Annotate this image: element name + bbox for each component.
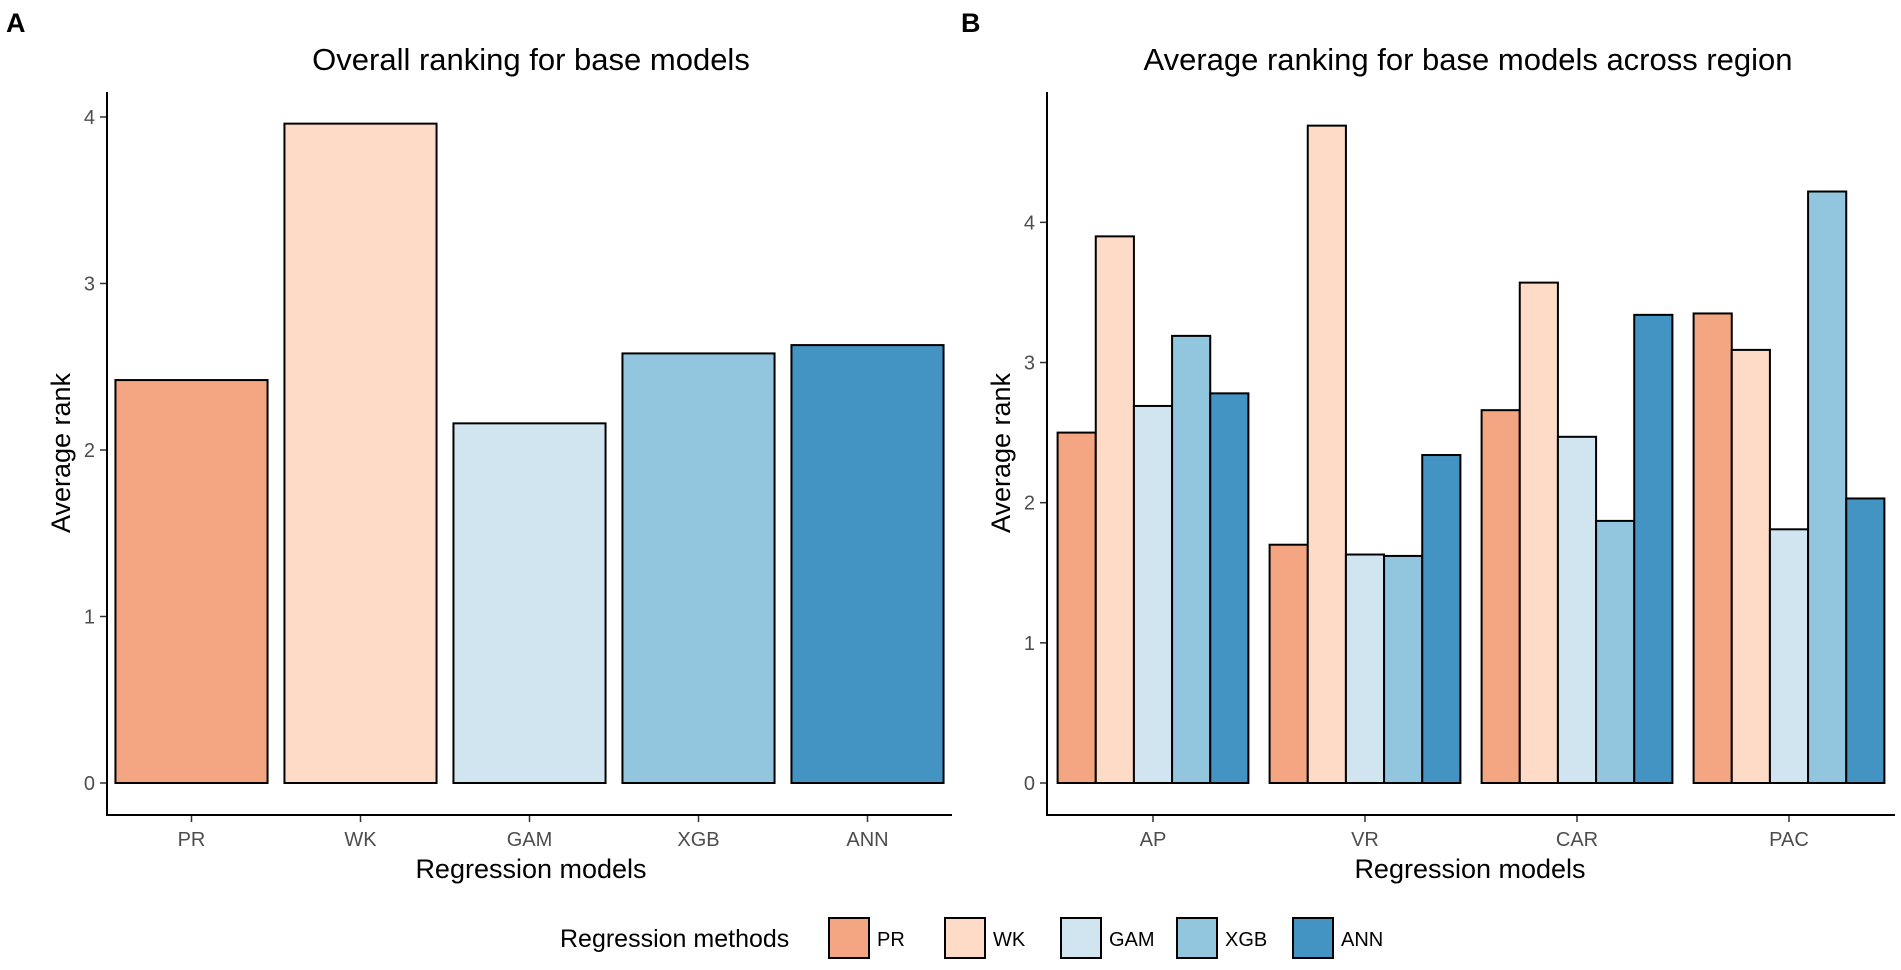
chart-b-x-tick-label: VR: [1351, 829, 1379, 851]
chart-a-y-ticks: 0 1 2 3 4: [84, 107, 107, 795]
bar-pac-ann: [1845, 497, 1886, 784]
legend-label-ann: ANN: [1341, 929, 1383, 951]
panel-b-letter: B: [961, 8, 981, 38]
chart-b-y-tick-label: 1: [1024, 633, 1035, 655]
bar-vr-pr: [1268, 543, 1309, 784]
chart-b-x-tick-label: PAC: [1769, 829, 1809, 851]
chart-b-y-tick-label: 0: [1024, 773, 1035, 795]
chart-a-bars: [114, 122, 945, 784]
chart-b-xlabel: Regression models: [1354, 854, 1585, 884]
bar-car-ann: [1633, 313, 1674, 784]
chart-a-x-tick-label: ANN: [846, 829, 888, 851]
legend-items: PR WK GAM XGB ANN: [828, 917, 1383, 959]
chart-b-x-tick-label: AP: [1140, 829, 1167, 851]
legend-swatch-ann: [1292, 917, 1334, 959]
legend-title: Regression methods: [560, 925, 789, 953]
chart-a-x-tick-label: GAM: [507, 829, 553, 851]
bar-ann: [790, 344, 945, 784]
bar-ap-gam: [1132, 404, 1174, 784]
chart-b-x-tick-label: CAR: [1556, 829, 1598, 851]
bar-car-gam: [1556, 435, 1598, 784]
bar-pr: [114, 379, 269, 784]
chart-b-y-ticks: 0 1 2 3 4: [1024, 212, 1047, 795]
legend-label-xgb: XGB: [1225, 929, 1267, 951]
bar-pac-xgb: [1807, 190, 1848, 785]
chart-a-x-tick-label: XGB: [677, 829, 719, 851]
bar-vr-xgb: [1383, 554, 1424, 785]
chart-b-x-ticks: AP VR CAR PAC: [1140, 815, 1809, 851]
bar-car-wk: [1518, 281, 1559, 784]
chart-a-x-tick-label: WK: [344, 829, 377, 851]
bar-gam: [452, 422, 607, 784]
bar-xgb: [621, 352, 776, 784]
legend-label-pr: PR: [877, 929, 905, 951]
chart-a-y-tick-label: 2: [84, 440, 95, 462]
panel-a-letter: A: [6, 8, 26, 38]
legend-swatch-gam: [1060, 917, 1102, 959]
bar-ap-wk: [1094, 235, 1135, 785]
chart-b-y-tick-label: 3: [1024, 353, 1035, 375]
legend-swatch-pr: [828, 917, 870, 959]
bar-ap-ann: [1209, 392, 1250, 784]
bar-car-pr: [1480, 409, 1521, 784]
bar-pac-wk: [1730, 348, 1771, 784]
chart-a-y-tick-label: 3: [84, 273, 95, 295]
bar-ap-pr: [1056, 431, 1097, 784]
panel-b: B Average ranking for base models across…: [961, 8, 1895, 884]
legend-label-wk: WK: [993, 929, 1026, 951]
chart-a-title: Overall ranking for base models: [312, 42, 750, 77]
bar-vr-gam: [1344, 553, 1386, 785]
chart-a-x-tick-label: PR: [178, 829, 206, 851]
chart-a-x-ticks: PR WK GAM XGB ANN: [178, 815, 889, 851]
chart-a-y-tick-label: 0: [84, 773, 95, 795]
bar-car-xgb: [1595, 519, 1636, 784]
chart-a-xlabel: Regression models: [415, 854, 646, 884]
chart-b-bars: [1056, 124, 1886, 785]
chart-a-ylabel: Average rank: [46, 372, 76, 533]
legend-swatch-wk: [944, 917, 986, 959]
bar-pac-gam: [1768, 528, 1810, 784]
bar-wk: [283, 122, 438, 784]
chart-b-title: Average ranking for base models across r…: [1143, 42, 1792, 77]
panel-a: A Overall ranking for base models 01234 …: [6, 8, 952, 884]
bar-vr-ann: [1421, 454, 1462, 784]
chart-b-ylabel: Average rank: [986, 372, 1016, 533]
chart-b-y-tick-label: 4: [1024, 212, 1035, 234]
chart-a-y-tick-label: 4: [84, 107, 95, 129]
chart-b-y-tick-label: 2: [1024, 493, 1035, 515]
bar-pac-pr: [1692, 312, 1733, 784]
chart-a-y-tick-label: 1: [84, 606, 95, 628]
legend: Regression methods PR WK GAM XGB ANN: [560, 917, 1383, 959]
legend-swatch-xgb: [1176, 917, 1218, 959]
bar-vr-wk: [1306, 124, 1347, 785]
legend-label-gam: GAM: [1109, 929, 1155, 951]
bar-ap-xgb: [1171, 334, 1212, 784]
